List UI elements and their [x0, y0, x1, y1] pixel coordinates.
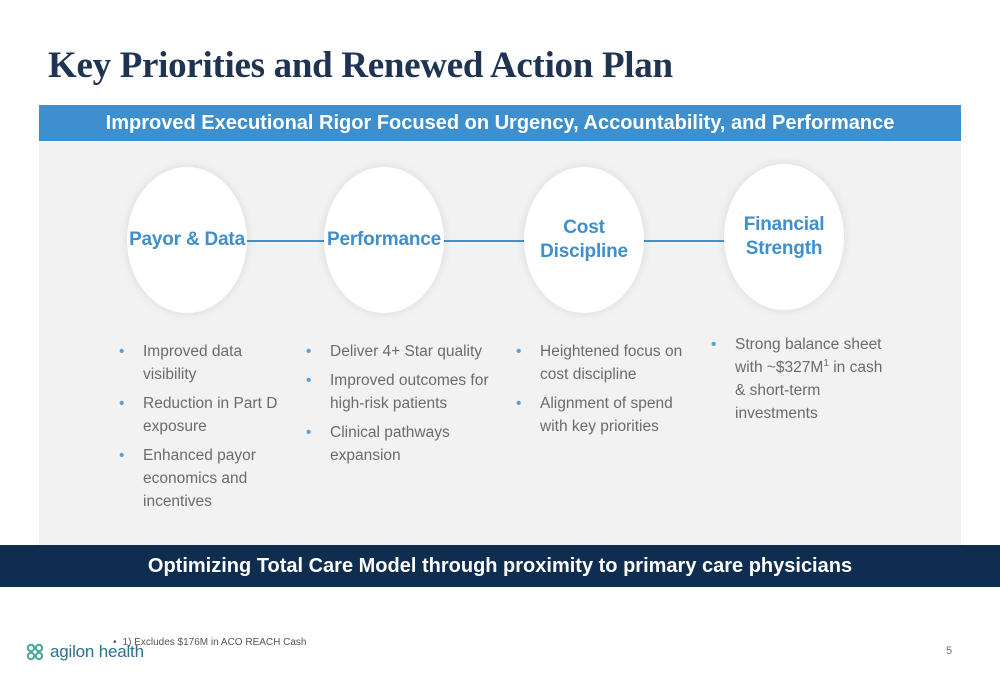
list-item: Deliver 4+ Star quality — [306, 340, 496, 363]
list-item: Enhanced payor economics and incentives — [119, 444, 289, 513]
bullet-list-cost-discipline: Heightened focus on cost discipline Alig… — [516, 340, 696, 444]
pillar-circle-cost-discipline: Cost Discipline — [524, 167, 644, 313]
pillar-connector-line — [187, 240, 785, 242]
pillar-label-cost-discipline: Cost Discipline — [540, 217, 628, 262]
logo-mark-icon — [26, 643, 44, 661]
pillar-label-payor-data: Payor & Data — [129, 229, 245, 250]
bottom-banner: Optimizing Total Care Model through prox… — [0, 545, 1000, 587]
footnote-text: 1) Excludes $176M in ACO REACH Cash — [122, 637, 307, 648]
footnote-bullet: • — [113, 637, 117, 648]
bullet-list-financial-strength: Strong balance sheet with ~$327M1 in cas… — [711, 333, 891, 431]
balance-sheet-text: Strong balance sheet with ~$327M — [735, 336, 882, 376]
logo-text-health: health — [94, 642, 144, 661]
list-item: Strong balance sheet with ~$327M1 in cas… — [711, 333, 891, 425]
bullet-list-payor-data: Improved data visibility Reduction in Pa… — [119, 340, 289, 519]
footnote-marker: 1 — [823, 357, 829, 369]
list-item: Heightened focus on cost discipline — [516, 340, 696, 386]
pillar-circle-payor-data: Payor & Data — [127, 167, 247, 313]
logo-text: agilon health — [50, 642, 144, 662]
logo-text-agilon: agilon — [50, 642, 95, 661]
page-number: 5 — [946, 645, 953, 657]
pillar-label-financial-strength: Financial Strength — [743, 214, 825, 259]
company-logo: agilon health — [24, 641, 144, 663]
pillar-circle-financial-strength: Financial Strength — [724, 164, 844, 310]
pillar-label-performance: Performance — [327, 229, 441, 250]
list-item: Improved data visibility — [119, 340, 289, 386]
bullet-list-performance: Deliver 4+ Star quality Improved outcome… — [306, 340, 496, 473]
slide-title: Key Priorities and Renewed Action Plan — [48, 45, 673, 86]
pillar-circle-performance: Performance — [324, 167, 444, 313]
top-banner: Improved Executional Rigor Focused on Ur… — [39, 105, 961, 141]
footnote: • 1) Excludes $176M in ACO REACH Cash — [113, 637, 306, 648]
list-item: Reduction in Part D exposure — [119, 392, 289, 438]
balance-sheet-text-cont: in cash & short-term investments — [735, 359, 883, 422]
list-item: Alignment of spend with key priorities — [516, 392, 696, 438]
list-item: Improved outcomes for high-risk patients — [306, 369, 496, 415]
list-item: Clinical pathways expansion — [306, 421, 496, 467]
